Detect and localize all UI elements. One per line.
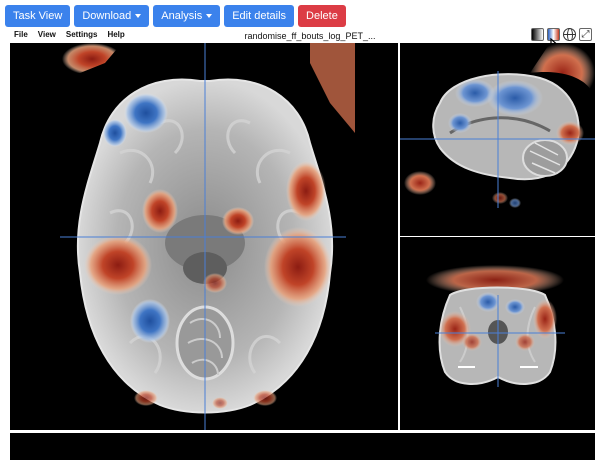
download-button[interactable]: Download: [74, 5, 150, 27]
menu-view[interactable]: View: [37, 30, 56, 39]
analysis-button[interactable]: Analysis: [153, 5, 221, 27]
grayscale-colormap-icon[interactable]: [531, 28, 544, 41]
menu-help[interactable]: Help: [107, 30, 125, 39]
axial-view[interactable]: [10, 43, 398, 430]
globe-icon[interactable]: [563, 28, 576, 41]
download-label: Download: [82, 10, 132, 22]
task-view-label: Task View: [13, 10, 63, 22]
menu-settings[interactable]: Settings: [65, 30, 98, 39]
action-toolbar: Task View Download Analysis Edit details…: [5, 5, 346, 28]
chevron-down-icon: [135, 14, 142, 18]
delete-label: Delete: [306, 10, 338, 22]
viewer-status-bar: [10, 433, 595, 460]
fullscreen-icon[interactable]: ⤢: [579, 28, 592, 41]
viewer-menubar: File View Settings Help: [14, 30, 125, 39]
analysis-label: Analysis: [161, 10, 203, 22]
task-view-button[interactable]: Task View: [5, 5, 71, 27]
sagittal-view[interactable]: [400, 43, 595, 236]
edit-details-button[interactable]: Edit details: [224, 5, 295, 27]
edit-details-label: Edit details: [232, 10, 287, 22]
menu-file[interactable]: File: [14, 30, 28, 39]
delete-button[interactable]: Delete: [298, 5, 346, 27]
chevron-down-icon: [206, 14, 213, 18]
coronal-view[interactable]: [400, 237, 595, 430]
viewer-title: randomise_ff_bouts_log_PET_...: [244, 31, 376, 41]
